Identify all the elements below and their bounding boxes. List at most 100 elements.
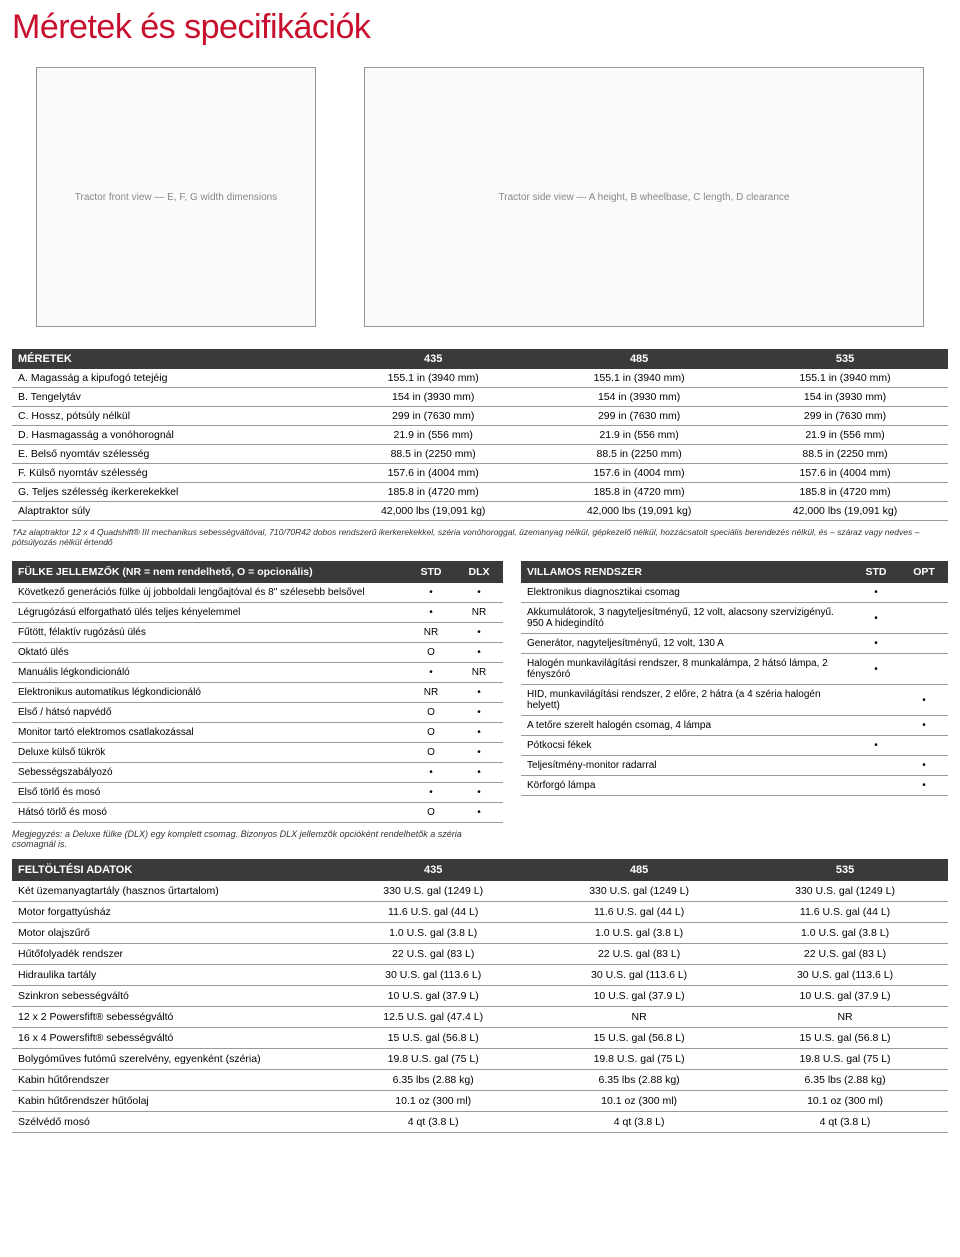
table-row: 12 x 2 Powersfift® sebességváltó 12.5 U.…	[12, 1007, 948, 1028]
cab-v1: NR	[407, 623, 455, 643]
elec-v1	[852, 685, 900, 716]
fill-v2: 10.1 oz (300 ml)	[536, 1091, 742, 1112]
cab-header-c1: STD	[407, 561, 455, 583]
elec-label: Elektronikus diagnosztikai csomag	[521, 583, 852, 603]
fill-v2: 10 U.S. gal (37.9 L)	[536, 986, 742, 1007]
table-row: Pótkocsi fékek •	[521, 736, 948, 756]
elec-v2	[900, 654, 948, 685]
dim-header-c3: 535	[742, 349, 948, 369]
fill-label: Hűtőfolyadék rendszer	[12, 944, 330, 965]
table-row: Halogén munkavilágítási rendszer, 8 munk…	[521, 654, 948, 685]
cab-v1: •	[407, 763, 455, 783]
fill-v1: 11.6 U.S. gal (44 L)	[330, 902, 536, 923]
elec-v1	[852, 756, 900, 776]
cab-v1: •	[407, 783, 455, 803]
fill-body: Két üzemanyagtartály (hasznos űrtartalom…	[12, 881, 948, 1133]
elec-label: Körforgó lámpa	[521, 776, 852, 796]
fill-v3: NR	[742, 1007, 948, 1028]
fill-label: 16 x 4 Powersfift® sebességváltó	[12, 1028, 330, 1049]
cab-label: Monitor tartó elektromos csatlakozással	[12, 723, 407, 743]
fill-v3: 22 U.S. gal (83 L)	[742, 944, 948, 965]
cab-v1: •	[407, 583, 455, 603]
dim-v3: 42,000 lbs (19,091 kg)	[742, 502, 948, 521]
elec-header-c1: STD	[852, 561, 900, 583]
cab-v1: O	[407, 703, 455, 723]
fill-v2: 19.8 U.S. gal (75 L)	[536, 1049, 742, 1070]
table-row: Fűtött, félaktív rugózású ülés NR •	[12, 623, 503, 643]
table-row: Légrugózású elforgatható ülés teljes kén…	[12, 603, 503, 623]
diagram-area: Tractor front view — E, F, G width dimen…	[12, 57, 948, 337]
cab-label: Következő generációs fülke új jobboldali…	[12, 583, 407, 603]
diagram-front: Tractor front view — E, F, G width dimen…	[36, 67, 316, 327]
cab-v1: •	[407, 663, 455, 683]
cab-header-c2: DLX	[455, 561, 503, 583]
electrical-body: Elektronikus diagnosztikai csomag • Akku…	[521, 583, 948, 796]
elec-v2	[900, 583, 948, 603]
table-row: C. Hossz, pótsúly nélkül 299 in (7630 mm…	[12, 407, 948, 426]
fill-v2: 6.35 lbs (2.88 kg)	[536, 1070, 742, 1091]
dim-label: D. Hasmagasság a vonóhorognál	[12, 426, 330, 445]
fill-v2: 1.0 U.S. gal (3.8 L)	[536, 923, 742, 944]
fill-label: Kabin hűtőrendszer hűtőolaj	[12, 1091, 330, 1112]
dim-v1: 185.8 in (4720 mm)	[330, 483, 536, 502]
fill-v1: 330 U.S. gal (1249 L)	[330, 881, 536, 902]
dim-v1: 157.6 in (4004 mm)	[330, 464, 536, 483]
cab-v1: O	[407, 643, 455, 663]
page-title: Méretek és specifikációk	[12, 8, 948, 47]
fill-label: Motor forgattyúsház	[12, 902, 330, 923]
dim-label: A. Magasság a kipufogó tetejéig	[12, 369, 330, 388]
fill-v3: 10 U.S. gal (37.9 L)	[742, 986, 948, 1007]
cab-v1: O	[407, 743, 455, 763]
dim-v1: 42,000 lbs (19,091 kg)	[330, 502, 536, 521]
table-row: Oktató ülés O •	[12, 643, 503, 663]
table-row: Manuális légkondicionáló • NR	[12, 663, 503, 683]
table-row: Elektronikus diagnosztikai csomag •	[521, 583, 948, 603]
diagram-side: Tractor side view — A height, B wheelbas…	[364, 67, 924, 327]
diagram-side-alt: Tractor side view — A height, B wheelbas…	[499, 192, 790, 203]
features-two-col: FÜLKE JELLEMZŐK (NR = nem rendelhető, O …	[12, 561, 948, 849]
elec-label: Pótkocsi fékek	[521, 736, 852, 756]
elec-label: Halogén munkavilágítási rendszer, 8 munk…	[521, 654, 852, 685]
elec-header-title: VILLAMOS RENDSZER	[521, 561, 852, 583]
table-row: A. Magasság a kipufogó tetejéig 155.1 in…	[12, 369, 948, 388]
table-row: F. Külső nyomtáv szélesség 157.6 in (400…	[12, 464, 948, 483]
fill-v1: 30 U.S. gal (113.6 L)	[330, 965, 536, 986]
fill-v2: 15 U.S. gal (56.8 L)	[536, 1028, 742, 1049]
cab-body: Következő generációs fülke új jobboldali…	[12, 583, 503, 823]
dim-v2: 21.9 in (556 mm)	[536, 426, 742, 445]
dim-v2: 155.1 in (3940 mm)	[536, 369, 742, 388]
table-row: Szinkron sebességváltó 10 U.S. gal (37.9…	[12, 986, 948, 1007]
fill-label: Hidraulika tartály	[12, 965, 330, 986]
table-row: Hátsó törlő és mosó O •	[12, 803, 503, 823]
cab-table: FÜLKE JELLEMZŐK (NR = nem rendelhető, O …	[12, 561, 503, 823]
elec-v1: •	[852, 654, 900, 685]
dim-header-title: MÉRETEK	[12, 349, 330, 369]
dim-header-c2: 485	[536, 349, 742, 369]
elec-v2: •	[900, 756, 948, 776]
fill-v1: 15 U.S. gal (56.8 L)	[330, 1028, 536, 1049]
elec-v1	[852, 716, 900, 736]
fill-table: FELTÖLTÉSI ADATOK 435 485 535 Két üzeman…	[12, 859, 948, 1133]
elec-label: Teljesítmény-monitor radarral	[521, 756, 852, 776]
fill-v3: 30 U.S. gal (113.6 L)	[742, 965, 948, 986]
cab-label: Deluxe külső tükrök	[12, 743, 407, 763]
elec-header-c2: OPT	[900, 561, 948, 583]
cab-v2: •	[455, 623, 503, 643]
elec-label: A tetőre szerelt halogén csomag, 4 lámpa	[521, 716, 852, 736]
dim-header-c1: 435	[330, 349, 536, 369]
cab-v1: NR	[407, 683, 455, 703]
fill-header-c3: 535	[742, 859, 948, 881]
fill-label: 12 x 2 Powersfift® sebességváltó	[12, 1007, 330, 1028]
elec-v2	[900, 634, 948, 654]
dim-v3: 88.5 in (2250 mm)	[742, 445, 948, 464]
table-row: B. Tengelytáv 154 in (3930 mm) 154 in (3…	[12, 388, 948, 407]
fill-v1: 22 U.S. gal (83 L)	[330, 944, 536, 965]
fill-v1: 12.5 U.S. gal (47.4 L)	[330, 1007, 536, 1028]
fill-v3: 19.8 U.S. gal (75 L)	[742, 1049, 948, 1070]
table-row: Bolygóműves futómű szerelvény, egyenként…	[12, 1049, 948, 1070]
cab-v2: •	[455, 583, 503, 603]
dim-v3: 154 in (3930 mm)	[742, 388, 948, 407]
fill-v3: 1.0 U.S. gal (3.8 L)	[742, 923, 948, 944]
fill-v1: 10.1 oz (300 ml)	[330, 1091, 536, 1112]
fill-v3: 4 qt (3.8 L)	[742, 1112, 948, 1133]
